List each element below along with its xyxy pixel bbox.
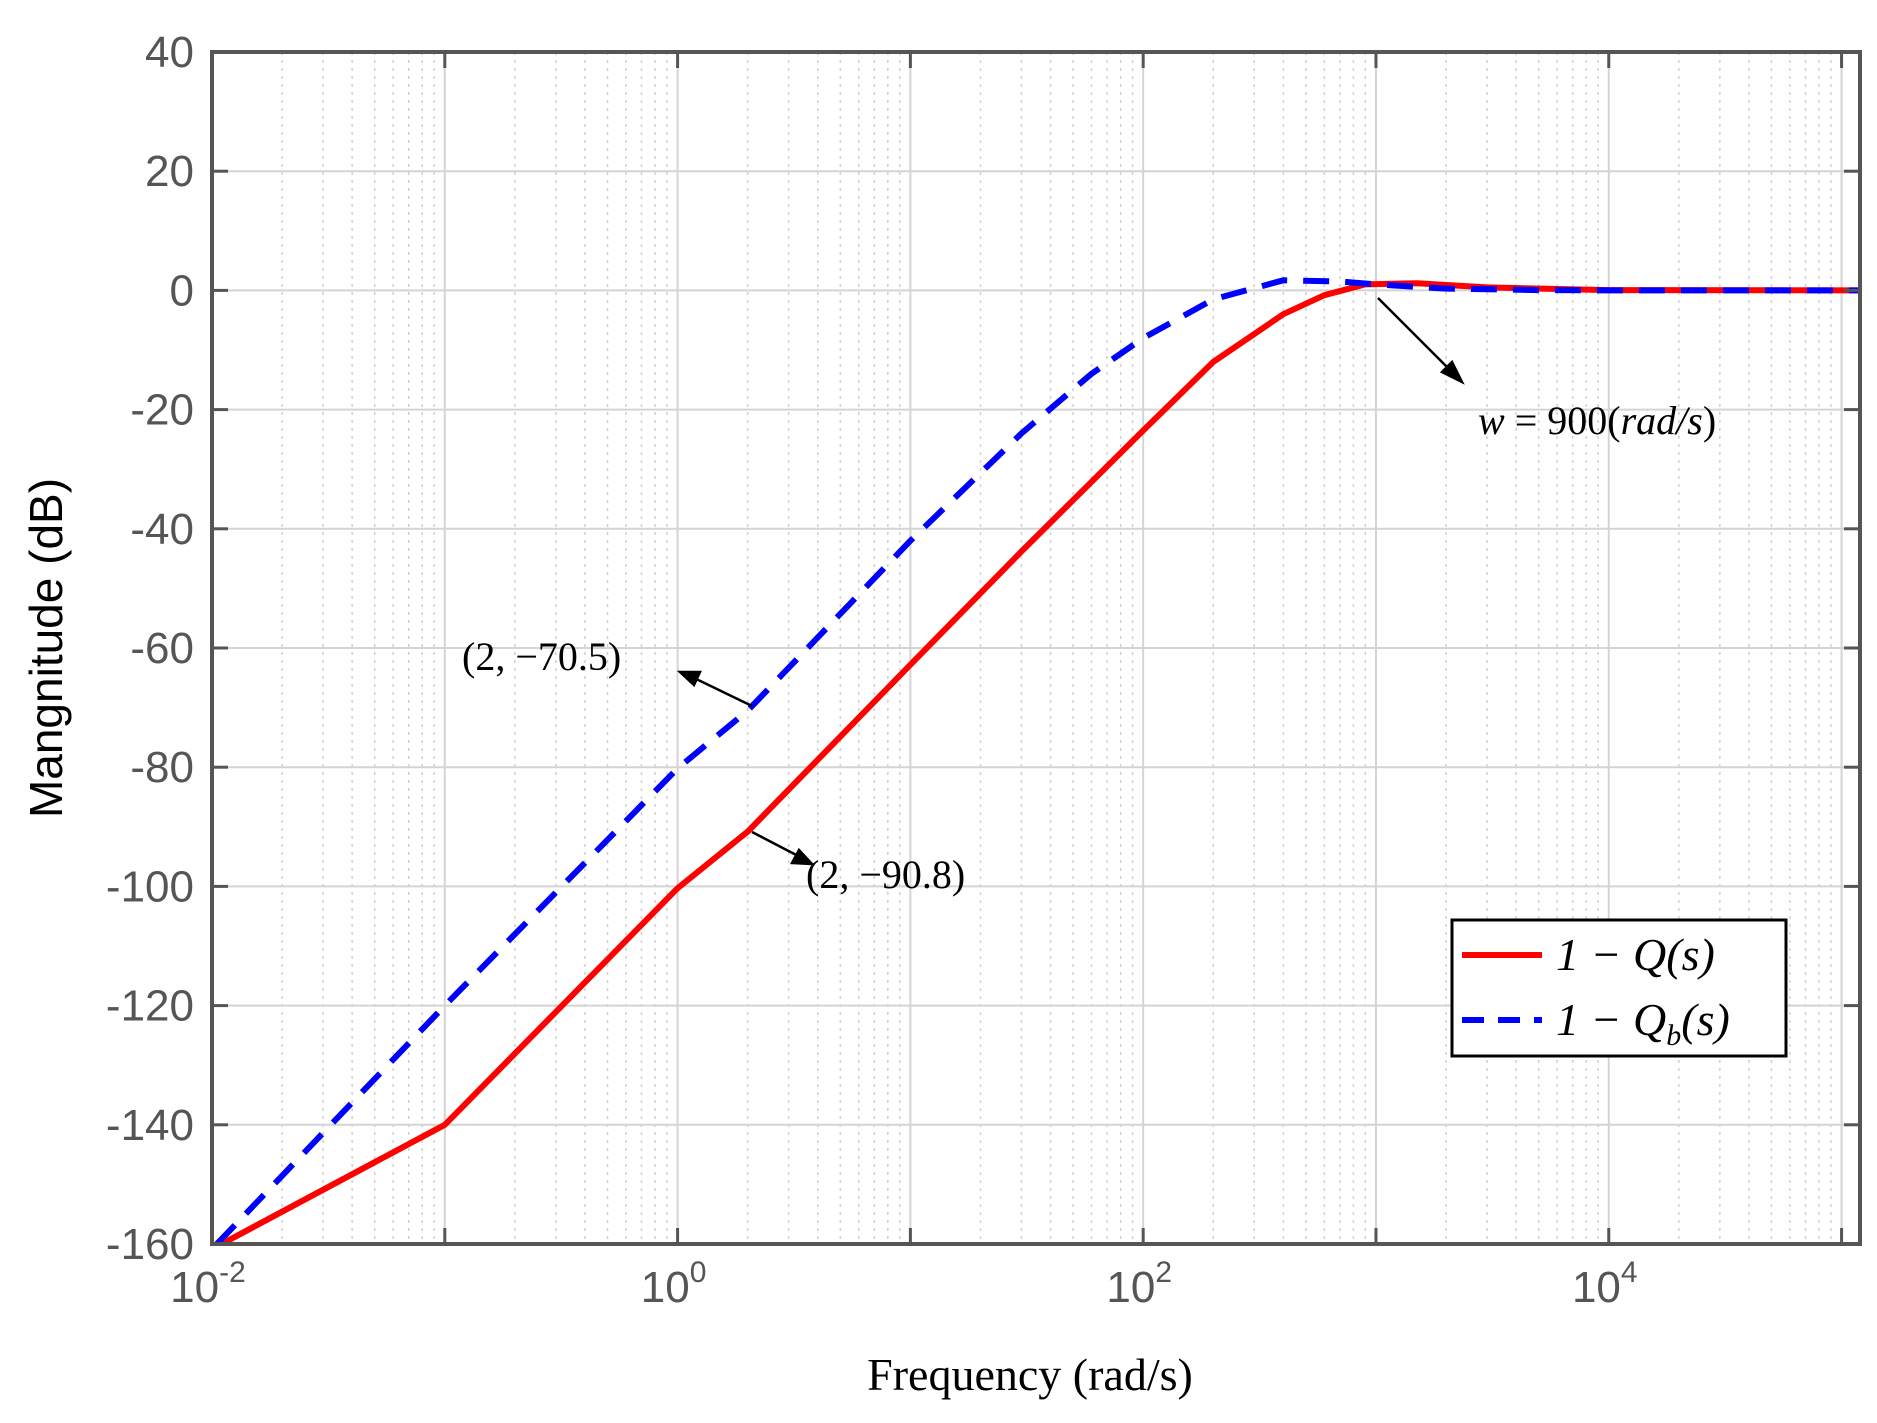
y-tick-label: -100 bbox=[106, 862, 194, 911]
x-tick-labels: 10-2 100 102 104 bbox=[170, 1256, 1637, 1312]
legend-label-blue: 1 − Qb(s) bbox=[1556, 994, 1730, 1052]
legend: 1 − Q(s) 1 − Qb(s) bbox=[1450, 918, 1788, 1058]
x-tick-base: 10 bbox=[1106, 1263, 1155, 1312]
y-tick-label: 40 bbox=[145, 28, 194, 77]
series-line-1-minus-q bbox=[220, 280, 1860, 1244]
tick-marks bbox=[210, 50, 1860, 1246]
annotation-2-70-5: (2, −70.5) bbox=[462, 634, 621, 679]
annot-w-close: ) bbox=[1703, 398, 1716, 443]
y-tick-label: 0 bbox=[170, 266, 194, 315]
annotation-w-900: w = 900(rad/s) bbox=[1478, 398, 1716, 443]
annot-w-var: w bbox=[1478, 398, 1505, 443]
legend-label-red: 1 − Q(s) bbox=[1556, 929, 1715, 980]
x-tick-label: 100 bbox=[641, 1256, 707, 1312]
legend-blue-sub: b bbox=[1666, 1019, 1681, 1052]
x-tick-exponent: 2 bbox=[1155, 1256, 1172, 1289]
x-tick-exponent: -2 bbox=[219, 1256, 246, 1289]
arrow-head-1 bbox=[676, 670, 702, 688]
y-tick-label: 20 bbox=[145, 147, 194, 196]
y-tick-label: -160 bbox=[106, 1220, 194, 1269]
annot-w-rest: = 900( bbox=[1505, 398, 1621, 443]
y-tick-label: -20 bbox=[130, 386, 194, 435]
y-axis-label: Mangnitude (dB) bbox=[20, 478, 72, 818]
y-tick-labels: 40 20 0 -20 -40 -60 -80 -100 -120 -140 -160 bbox=[106, 28, 194, 1269]
x-tick-base: 10 bbox=[1572, 1263, 1621, 1312]
x-tick-label: 10-2 bbox=[170, 1256, 246, 1312]
legend-blue-tail: (s) bbox=[1681, 994, 1730, 1045]
arrow-head-3 bbox=[1439, 359, 1465, 385]
y-tick-label: -140 bbox=[106, 1101, 194, 1150]
x-tick-base: 10 bbox=[641, 1263, 690, 1312]
arrow-line-2 bbox=[751, 830, 803, 860]
x-tick-exponent: 4 bbox=[1621, 1256, 1638, 1289]
x-axis-label: Frequency (rad/s) bbox=[867, 1349, 1193, 1400]
series-line-1-minus-qb bbox=[214, 277, 1860, 1244]
arrow-line-3 bbox=[1377, 297, 1453, 373]
y-tick-label: -80 bbox=[130, 743, 194, 792]
x-tick-label: 102 bbox=[1106, 1256, 1172, 1312]
y-tick-label: -120 bbox=[106, 982, 194, 1031]
series-layer bbox=[214, 277, 1860, 1244]
x-tick-label: 104 bbox=[1572, 1256, 1638, 1312]
x-tick-exponent: 0 bbox=[690, 1256, 707, 1289]
y-tick-label: -60 bbox=[130, 624, 194, 673]
legend-blue-main: 1 − Q bbox=[1556, 994, 1666, 1045]
annotation-2-90-8: (2, −90.8) bbox=[806, 852, 965, 897]
arrow-head-2 bbox=[789, 847, 816, 866]
annot-w-unit: rad/s bbox=[1621, 398, 1703, 443]
arrow-line-1 bbox=[689, 674, 753, 708]
annotation-arrows bbox=[676, 297, 1465, 866]
y-tick-label: -40 bbox=[130, 505, 194, 554]
x-tick-base: 10 bbox=[170, 1263, 219, 1312]
legend-box bbox=[1450, 918, 1788, 1058]
